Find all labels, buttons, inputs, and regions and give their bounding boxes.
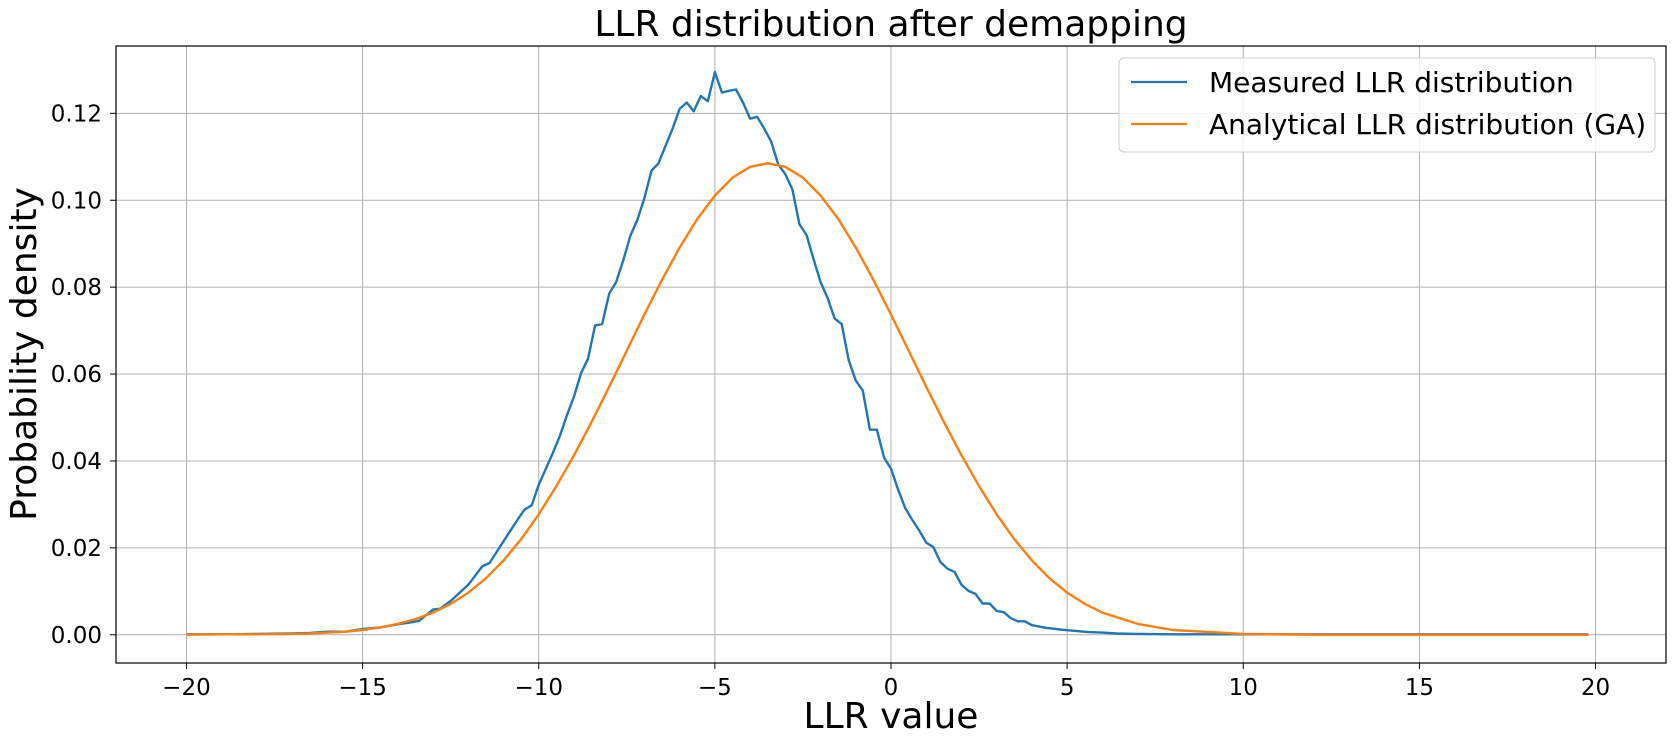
x-axis-label: LLR value <box>804 696 979 737</box>
analytical-llr-line <box>186 162 1589 636</box>
x-tick-label: 10 <box>1229 675 1258 701</box>
legend-box <box>1118 57 1656 153</box>
chart-title: LLR distribution after demapping <box>594 4 1187 45</box>
y-tick-label: 0.06 <box>51 362 102 388</box>
legend-label-measured: Measured LLR distribution <box>1209 66 1574 99</box>
x-tick-label: −20 <box>162 675 211 701</box>
y-tick-label: 0.08 <box>51 275 102 301</box>
y-tick-label: 0.02 <box>51 536 102 562</box>
x-tick-label: 15 <box>1405 675 1434 701</box>
measured-llr-line <box>186 70 1589 636</box>
x-tick-label: 0 <box>884 675 899 701</box>
x-tick-label: −5 <box>698 675 732 701</box>
x-tick-label: 20 <box>1581 675 1610 701</box>
x-tick-label: −15 <box>338 675 387 701</box>
y-tick-label: 0.12 <box>51 101 102 127</box>
y-tick-label: 0.00 <box>51 623 102 649</box>
y-tick-label: 0.10 <box>51 188 102 214</box>
x-tick-label: −10 <box>514 675 563 701</box>
legend-label-analytical: Analytical LLR distribution (GA) <box>1209 108 1646 141</box>
y-tick-label: 0.04 <box>51 449 102 475</box>
series-layer <box>186 70 1589 636</box>
y-axis: 0.00 0.02 0.04 0.06 0.08 0.10 0.12 <box>51 101 116 649</box>
legend: Measured LLR distribution Analytical LLR… <box>1118 57 1656 153</box>
x-axis: −20 −15 −10 −5 0 5 10 15 20 <box>162 663 1610 701</box>
y-axis-label: Probability density <box>4 187 45 521</box>
x-tick-label: 5 <box>1060 675 1075 701</box>
